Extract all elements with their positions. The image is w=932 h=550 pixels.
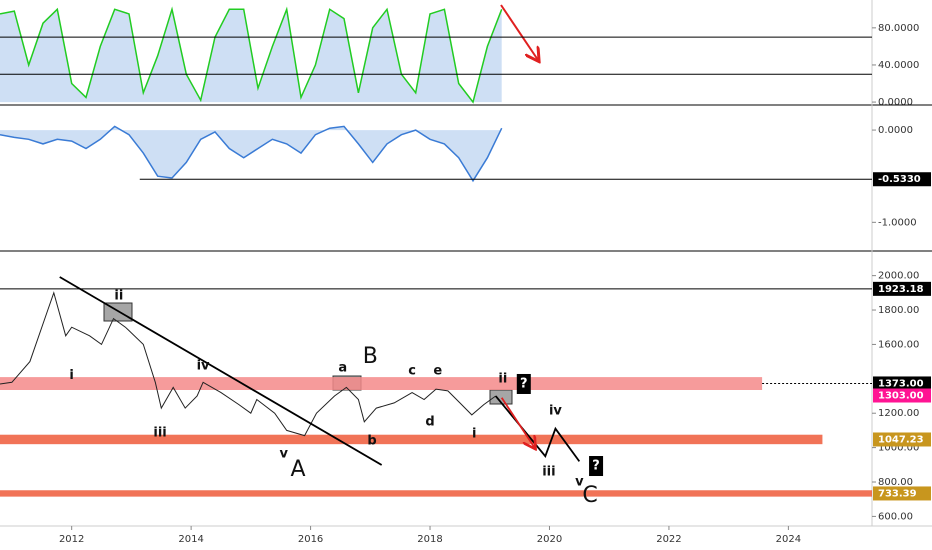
level-label-bg: [873, 376, 931, 391]
x-tick-label: 2022: [656, 534, 681, 545]
wave-label: iii: [542, 465, 555, 480]
x-tick-label: 2012: [59, 534, 84, 545]
wave-label: e: [433, 364, 442, 379]
y-tick-label: 1600.00: [878, 339, 919, 350]
y-tick-label: -1.0000: [878, 217, 917, 228]
x-tick-label: 2020: [537, 534, 562, 545]
level-label-bg: [873, 388, 931, 403]
level-label-bg: [873, 281, 931, 296]
level-label: 1373.00: [878, 378, 924, 389]
wave-label: ?: [520, 376, 528, 391]
x-tick-label: 2014: [178, 534, 203, 545]
y-tick-label: 0.0000: [878, 125, 913, 136]
zone: [0, 434, 823, 445]
level-label-bg: [873, 172, 931, 187]
level-label: 1047.23: [878, 434, 924, 445]
y-tick-label: 800.00: [878, 477, 913, 488]
zone: [0, 490, 872, 497]
y-tick-label: 1800.00: [878, 305, 919, 316]
wave-label: iii: [153, 425, 166, 440]
y-tick-label: 1000.00: [878, 443, 919, 454]
y-tick-label: 2000.00: [878, 271, 919, 282]
wave-label: C: [582, 483, 597, 508]
red-arrow: [500, 4, 538, 60]
wave-label: ii: [498, 371, 507, 386]
level-label-bg: [873, 486, 931, 501]
wave-label: a: [338, 360, 347, 375]
level-label: 733.39: [878, 488, 917, 499]
annotation-box: [516, 373, 531, 394]
y-tick-label: 0.0000: [878, 97, 913, 108]
wave-label: B: [363, 344, 378, 369]
y-tick-label: 80.0000: [878, 23, 919, 34]
wave-label: i: [472, 426, 476, 441]
wave-label: iv: [197, 358, 210, 373]
wave-label: v: [279, 446, 288, 461]
x-tick-label: 2018: [417, 534, 442, 545]
y-tick-label: 40.0000: [878, 60, 919, 71]
wave-label: ii: [114, 288, 123, 303]
wave-label: ?: [592, 459, 600, 474]
annotation-box: [589, 456, 604, 477]
wave-label: d: [425, 414, 434, 429]
wave-label: v: [575, 475, 584, 490]
level-label: 1923.18: [878, 284, 924, 295]
level-label-bg: [873, 432, 931, 447]
wave-label: i: [69, 368, 73, 383]
zone: [0, 377, 763, 390]
drawn-line: [59, 276, 383, 466]
x-tick-label: 2016: [298, 534, 323, 545]
level-label: 1303.00: [878, 391, 924, 402]
price-line: [0, 291, 496, 437]
x-tick-label: 2024: [776, 534, 801, 545]
area-line: [0, 6, 503, 104]
y-tick-label: 1200.00: [878, 408, 919, 419]
drawn-line: [500, 397, 535, 448]
area-line: [0, 125, 503, 183]
wave-label: A: [291, 457, 306, 482]
wave-label: iv: [549, 403, 562, 418]
area-fill: [0, 126, 502, 181]
wave-label: c: [408, 364, 416, 379]
y-tick-label: 600.00: [878, 511, 913, 522]
wave-label: b: [367, 434, 376, 449]
level-label: -0.5330: [878, 174, 921, 185]
area-fill: [0, 9, 502, 103]
